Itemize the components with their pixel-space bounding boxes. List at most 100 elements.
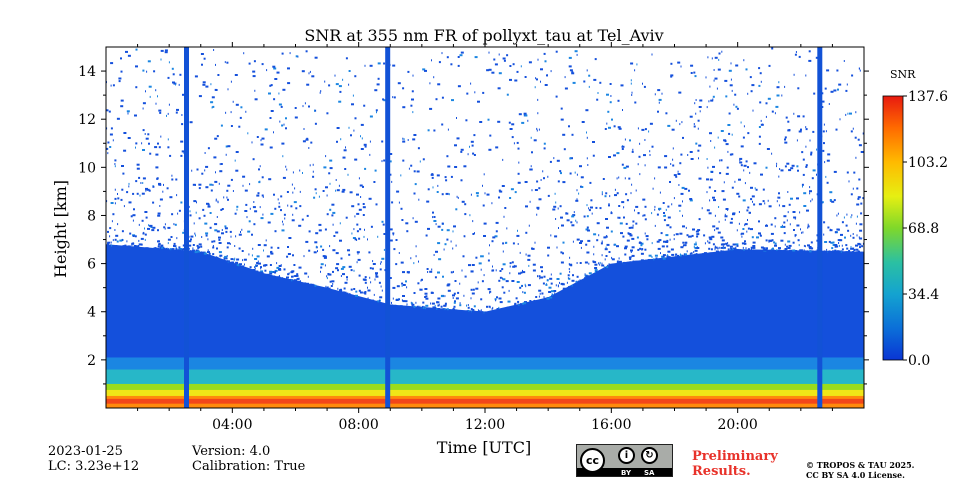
noise-speck	[768, 64, 771, 67]
noise-speck	[248, 253, 250, 256]
lidar-constant: LC: 3.23e+12	[48, 459, 140, 474]
noise-speck	[484, 311, 487, 314]
noise-speck	[354, 117, 357, 120]
noise-speck	[257, 244, 261, 246]
noise-speck	[192, 183, 196, 186]
noise-speck	[808, 225, 810, 228]
noise-speck	[203, 252, 207, 255]
noise-speck	[491, 71, 495, 74]
noise-speck	[253, 60, 256, 63]
noise-speck	[594, 263, 598, 266]
noise-speck	[335, 189, 337, 192]
noise-speck	[460, 148, 464, 151]
noise-speck	[707, 166, 709, 169]
noise-speck	[484, 192, 486, 195]
noise-speck	[402, 295, 405, 297]
noise-speck	[234, 245, 236, 247]
noise-speck	[688, 235, 690, 238]
noise-speck	[550, 273, 552, 276]
noise-speck	[159, 205, 161, 207]
noise-speck	[268, 178, 272, 181]
noise-speck	[216, 216, 218, 218]
noise-speck	[135, 180, 138, 183]
noise-speck	[469, 145, 470, 148]
noise-speck	[738, 178, 741, 181]
noise-speck	[362, 185, 364, 188]
noise-speck	[741, 232, 745, 235]
noise-speck	[163, 226, 166, 229]
noise-speck	[662, 255, 665, 258]
noise-speck	[441, 96, 444, 99]
noise-speck	[350, 288, 353, 291]
noise-speck	[845, 244, 848, 247]
noise-speck	[474, 310, 477, 313]
noise-speck	[836, 250, 840, 253]
noise-speck	[226, 260, 229, 263]
noise-speck	[318, 195, 320, 198]
noise-speck	[437, 83, 441, 86]
noise-speck	[765, 166, 768, 169]
noise-speck	[411, 303, 415, 306]
noise-speck	[145, 189, 147, 192]
noise-speck	[375, 273, 378, 276]
noise-speck	[263, 249, 264, 252]
noise-speck	[840, 250, 842, 253]
noise-speck	[522, 302, 525, 305]
noise-speck	[833, 199, 836, 202]
noise-speck	[353, 129, 355, 132]
noise-speck	[427, 227, 430, 230]
noise-speck	[364, 281, 367, 284]
noise-speck	[331, 203, 335, 206]
noise-speck	[482, 184, 483, 187]
noise-speck	[229, 230, 232, 233]
noise-speck	[443, 248, 445, 251]
noise-speck	[244, 210, 248, 212]
noise-speck	[549, 296, 553, 299]
noise-speck	[540, 276, 544, 279]
noise-speck	[745, 247, 747, 250]
noise-speck	[726, 243, 728, 246]
noise-speck	[181, 123, 184, 126]
noise-speck	[188, 247, 190, 250]
noise-speck	[575, 219, 577, 222]
noise-speck	[690, 252, 693, 255]
y-tick-label: 10	[78, 160, 96, 176]
noise-speck	[270, 84, 273, 87]
noise-speck	[383, 159, 386, 162]
noise-speck	[522, 269, 523, 272]
noise-speck	[121, 165, 124, 167]
noise-speck	[252, 269, 256, 271]
noise-speck	[281, 124, 284, 127]
noise-speck	[643, 85, 646, 88]
noise-speck	[364, 145, 367, 148]
noise-speck	[514, 303, 517, 306]
noise-speck	[176, 194, 178, 197]
noise-speck	[838, 250, 842, 253]
noise-speck	[593, 78, 597, 81]
noise-speck	[519, 303, 522, 306]
noise-speck	[720, 159, 723, 162]
noise-speck	[353, 288, 356, 290]
noise-speck	[417, 306, 421, 309]
noise-speck	[536, 127, 538, 130]
noise-speck	[214, 223, 218, 226]
noise-speck	[427, 271, 429, 273]
noise-speck	[109, 227, 112, 230]
noise-speck	[723, 181, 725, 184]
noise-speck	[618, 205, 621, 207]
noise-speck	[173, 82, 177, 85]
noise-speck	[434, 304, 436, 307]
noise-speck	[375, 275, 379, 278]
noise-speck	[421, 278, 423, 281]
noise-speck	[731, 153, 734, 156]
noise-speck	[441, 308, 445, 311]
noise-speck	[822, 130, 825, 133]
noise-speck	[708, 212, 712, 215]
noise-speck	[205, 186, 209, 189]
noise-speck	[766, 247, 768, 250]
noise-speck	[402, 106, 406, 109]
noise-speck	[453, 301, 456, 304]
noise-speck	[706, 106, 708, 109]
noise-speck	[697, 149, 700, 152]
noise-speck	[577, 281, 581, 284]
